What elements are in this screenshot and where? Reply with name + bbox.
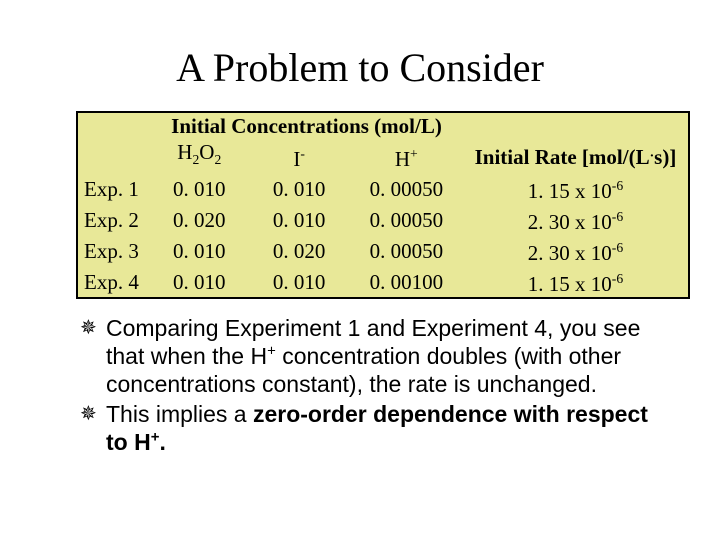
rate-exp: -6 — [612, 209, 623, 224]
bullet-icon: ✵ — [80, 316, 97, 340]
table-row: Exp. 4 0. 010 0. 010 0. 00100 1. 15 x 10… — [78, 266, 688, 297]
bullet-list: ✵ Comparing Experiment 1 and Experiment … — [80, 314, 670, 456]
rate-pre: 1. 15 x 10 — [528, 272, 612, 296]
bullet2-bold-b: . — [159, 429, 165, 455]
cell-rate: 1. 15 x 10-6 — [463, 173, 688, 204]
row-label: Exp. 4 — [78, 266, 150, 297]
cell-i: 0. 010 — [249, 266, 350, 297]
row-label: Exp. 1 — [78, 173, 150, 204]
col-header-h: H+ — [350, 139, 463, 173]
slide-title: A Problem to Consider — [30, 44, 690, 91]
cell-rate: 2. 30 x 10-6 — [463, 204, 688, 235]
bullet-item: ✵ Comparing Experiment 1 and Experiment … — [80, 314, 670, 398]
cell-h2o2: 0. 010 — [150, 266, 248, 297]
h-sup: + — [410, 146, 418, 161]
i-sup: - — [300, 146, 305, 161]
rate-exp: -6 — [612, 178, 623, 193]
cell-h: 0. 00050 — [350, 235, 463, 266]
bullet1-sup: + — [267, 343, 276, 360]
cell-h2o2: 0. 020 — [150, 204, 248, 235]
cell-h2o2: 0. 010 — [150, 173, 248, 204]
cell-h: 0. 00050 — [350, 204, 463, 235]
col-header-i: I- — [249, 139, 350, 173]
table-row: Exp. 3 0. 010 0. 020 0. 00050 2. 30 x 10… — [78, 235, 688, 266]
rate-pre: 1. 15 x 10 — [528, 179, 612, 203]
rate-hdr-a: Initial Rate [mol/(L — [475, 145, 650, 169]
table-header-row-2: H2O2 I- H+ Initial Rate [mol/(L·s)] — [78, 139, 688, 173]
header-blank-2 — [78, 139, 150, 173]
cell-rate: 2. 30 x 10-6 — [463, 235, 688, 266]
table-row: Exp. 2 0. 020 0. 010 0. 00050 2. 30 x 10… — [78, 204, 688, 235]
table-row: Exp. 1 0. 010 0. 010 0. 00050 1. 15 x 10… — [78, 173, 688, 204]
h2o2-sub2: 2 — [214, 152, 221, 167]
header-blank — [78, 113, 150, 139]
data-table-container: Initial Concentrations (mol/L) H2O2 I- H… — [76, 111, 690, 304]
h2o2-part1: H — [177, 140, 192, 164]
slide: A Problem to Consider Initial Concentrat… — [0, 0, 720, 540]
cell-h: 0. 00100 — [350, 266, 463, 297]
group-header: Initial Concentrations (mol/L) — [150, 113, 463, 139]
row-label: Exp. 3 — [78, 235, 150, 266]
data-table-border: Initial Concentrations (mol/L) H2O2 I- H… — [76, 111, 690, 299]
table-header-row-1: Initial Concentrations (mol/L) — [78, 113, 688, 139]
h2o2-part2: O — [199, 140, 214, 164]
rate-pre: 2. 30 x 10 — [528, 210, 612, 234]
rate-header-blank — [463, 113, 688, 139]
h-base: H — [395, 147, 410, 171]
bullet-item: ✵ This implies a zero-order dependence w… — [80, 400, 670, 456]
rate-hdr-b: s)] — [654, 145, 676, 169]
cell-i: 0. 010 — [249, 204, 350, 235]
cell-rate: 1. 15 x 10-6 — [463, 266, 688, 297]
bullet2-text-a: This implies a — [106, 401, 253, 427]
col-header-h2o2: H2O2 — [150, 139, 248, 173]
rate-pre: 2. 30 x 10 — [528, 241, 612, 265]
cell-i: 0. 010 — [249, 173, 350, 204]
rate-exp: -6 — [612, 240, 623, 255]
cell-h2o2: 0. 010 — [150, 235, 248, 266]
rate-exp: -6 — [612, 271, 623, 286]
cell-h: 0. 00050 — [350, 173, 463, 204]
bullet-icon: ✵ — [80, 402, 97, 426]
data-table: Initial Concentrations (mol/L) H2O2 I- H… — [78, 113, 688, 297]
col-header-rate: Initial Rate [mol/(L·s)] — [463, 139, 688, 173]
cell-i: 0. 020 — [249, 235, 350, 266]
row-label: Exp. 2 — [78, 204, 150, 235]
